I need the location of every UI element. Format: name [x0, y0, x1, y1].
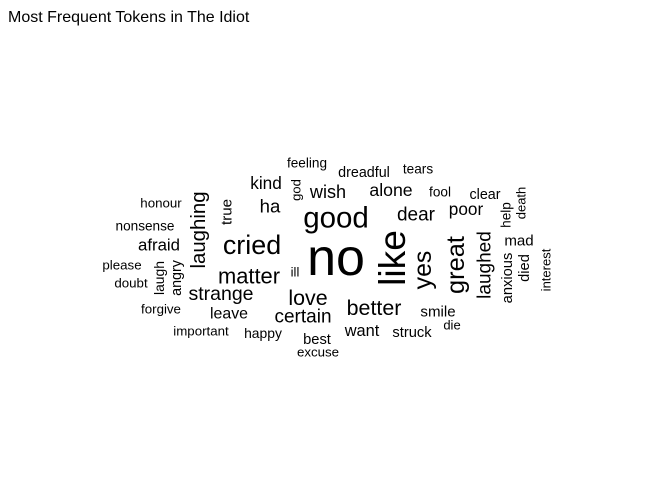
word-anxious: anxious: [500, 253, 516, 304]
word-help: help: [499, 202, 514, 228]
word-laugh: laugh: [151, 261, 167, 295]
word-feeling: feeling: [287, 156, 327, 171]
word-certain: certain: [274, 307, 331, 328]
word-dear: dear: [397, 205, 436, 226]
word-no: no: [307, 229, 365, 287]
word-doubt: doubt: [114, 276, 148, 291]
word-died: died: [517, 254, 533, 282]
word-strange: strange: [188, 283, 253, 305]
word-ill: ill: [291, 265, 300, 280]
word-god: god: [289, 179, 304, 201]
word-alone: alone: [369, 180, 412, 200]
word-want: want: [344, 322, 380, 340]
word-die: die: [443, 318, 460, 333]
word-excuse: excuse: [297, 345, 339, 360]
word-laughed: laughed: [475, 231, 496, 299]
word-wish: wish: [309, 182, 346, 202]
word-leave: leave: [210, 306, 248, 323]
word-true: true: [219, 199, 236, 225]
word-struck: struck: [392, 325, 432, 341]
word-yes: yes: [409, 251, 437, 290]
word-smile: smile: [420, 304, 455, 321]
word-better: better: [347, 296, 402, 320]
word-fool: fool: [429, 185, 451, 200]
word-forgive: forgive: [141, 302, 181, 317]
chart-title: Most Frequent Tokens in The Idiot: [8, 9, 250, 26]
word-honour: honour: [140, 196, 182, 211]
word-tears: tears: [403, 162, 433, 177]
word-please: please: [102, 258, 141, 273]
word-ha: ha: [260, 196, 281, 217]
word-cried: cried: [223, 230, 281, 260]
word-happy: happy: [244, 325, 282, 341]
word-angry: angry: [169, 259, 185, 296]
word-poor: poor: [449, 199, 484, 219]
word-like: like: [371, 230, 413, 286]
word-good: good: [303, 202, 369, 235]
word-matter: matter: [218, 264, 280, 289]
word-love: love: [288, 286, 327, 310]
word-afraid: afraid: [138, 236, 180, 255]
word-clear: clear: [470, 187, 501, 203]
word-great: great: [442, 236, 470, 294]
word-death: death: [514, 187, 529, 220]
word-best: best: [303, 332, 331, 348]
word-mad: mad: [504, 233, 533, 250]
word-nonsense: nonsense: [116, 219, 175, 234]
word-important: important: [173, 324, 229, 339]
word-kind: kind: [250, 173, 282, 193]
word-laughing: laughing: [188, 191, 210, 268]
word-interest: interest: [539, 248, 554, 291]
word-dreadful: dreadful: [338, 165, 390, 181]
